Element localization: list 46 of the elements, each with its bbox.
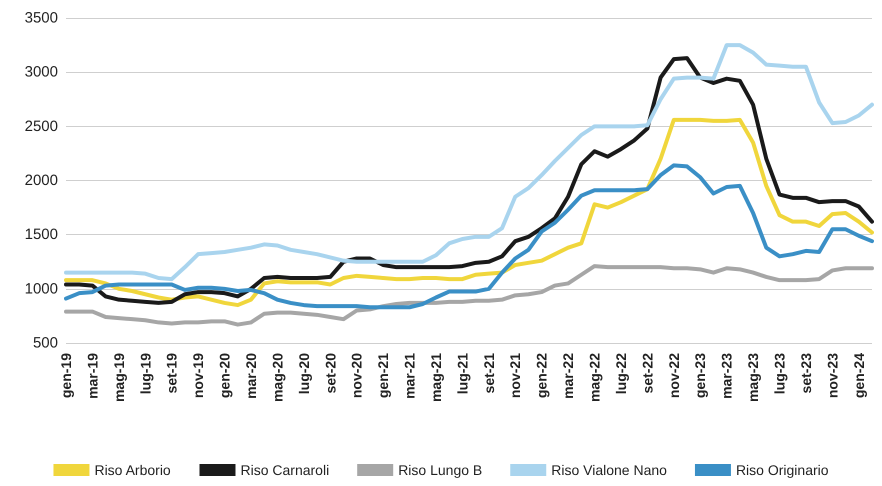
x-tick-label: lug-20	[296, 352, 312, 394]
x-tick-label: gen-19	[58, 352, 74, 398]
y-tick-label: 2500	[24, 118, 58, 135]
x-tick-label: mar-20	[242, 352, 259, 399]
x-tick-label: mag-22	[586, 352, 603, 402]
x-tick-label: lug-19	[137, 352, 154, 394]
line-series	[64, 264, 874, 327]
x-tick-label: lug-23	[772, 352, 788, 394]
x-tick-label: set-19	[164, 352, 180, 394]
x-tick-label: gen-21	[375, 352, 392, 398]
y-tick-label: 1500	[24, 226, 58, 244]
x-tick-label: gen-24	[850, 352, 867, 398]
x-tick-label: gen-20	[216, 352, 233, 398]
y-tick-label: 3000	[24, 64, 58, 81]
y-tick-label: 500	[32, 334, 58, 352]
y-tick-label: 3500	[24, 10, 58, 26]
x-tick-label: nov-22	[666, 352, 682, 398]
x-tick-label: nov-20	[348, 352, 365, 398]
x-tick-label: lug-22	[612, 352, 629, 394]
x-tick-label: mag-19	[110, 352, 127, 402]
x-tick-label: nov-19	[190, 352, 206, 398]
legend-label: Riso Originario	[736, 462, 829, 478]
legend-label: Riso Carnaroli	[240, 462, 330, 478]
x-tick-label: lug-21	[454, 352, 470, 394]
x-tick-label: gen-23	[692, 352, 708, 398]
x-tick-label: mar-21	[402, 352, 418, 399]
legend-label: Riso Arborio	[94, 462, 171, 478]
x-tick-label: nov-21	[507, 352, 524, 398]
y-tick-label: 1000	[24, 280, 58, 298]
x-tick-label: mag-20	[269, 352, 286, 402]
legend-label: Riso Vialone Nano	[551, 462, 668, 478]
line-series	[64, 163, 874, 310]
x-tick-label: mar-23	[718, 352, 735, 399]
x-tick-label: set-22	[639, 352, 656, 394]
x-tick-label: set-21	[480, 352, 497, 394]
x-tick-label: nov-23	[824, 352, 840, 398]
x-tick-label: mar-22	[560, 352, 576, 399]
x-tick-label: gen-22	[534, 352, 550, 398]
y-tick-label: 2000	[24, 172, 58, 189]
line-series	[64, 118, 874, 308]
x-tick-label: set-20	[322, 352, 338, 394]
x-tick-label: mar-19	[84, 352, 100, 399]
legend-label: Riso Lungo B	[398, 462, 482, 478]
x-tick-label: mag-21	[428, 352, 444, 402]
x-tick-label: mag-23	[745, 352, 762, 402]
x-tick-label: set-23	[798, 352, 814, 394]
